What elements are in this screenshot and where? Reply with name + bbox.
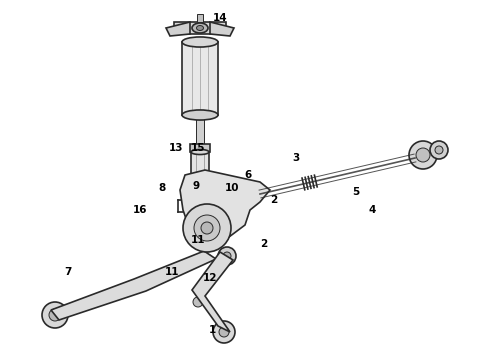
Bar <box>197 14 203 22</box>
Text: 11: 11 <box>165 267 179 277</box>
Circle shape <box>193 297 203 307</box>
Circle shape <box>42 302 68 328</box>
Text: 14: 14 <box>213 13 227 23</box>
Circle shape <box>201 222 213 234</box>
Circle shape <box>194 215 220 241</box>
Circle shape <box>49 309 61 321</box>
Text: 2: 2 <box>270 195 278 205</box>
Text: 8: 8 <box>158 183 166 193</box>
Ellipse shape <box>196 26 203 31</box>
Text: 2: 2 <box>260 239 268 249</box>
Circle shape <box>219 327 229 337</box>
Text: 16: 16 <box>133 205 147 215</box>
Bar <box>191 152 209 230</box>
Ellipse shape <box>191 149 209 154</box>
Ellipse shape <box>192 23 208 33</box>
Bar <box>182 42 218 115</box>
Circle shape <box>430 141 448 159</box>
Circle shape <box>218 247 236 265</box>
Circle shape <box>213 321 235 343</box>
Text: 7: 7 <box>64 267 72 277</box>
Polygon shape <box>166 22 190 36</box>
Text: 4: 4 <box>368 205 376 215</box>
Text: 3: 3 <box>293 153 299 163</box>
Circle shape <box>435 146 443 154</box>
Polygon shape <box>192 252 233 332</box>
Text: 6: 6 <box>245 170 252 180</box>
Text: 1: 1 <box>208 325 216 335</box>
Text: 11: 11 <box>191 235 205 245</box>
Circle shape <box>416 148 430 162</box>
Polygon shape <box>180 170 270 248</box>
Circle shape <box>409 141 437 169</box>
Ellipse shape <box>191 228 209 233</box>
Text: 13: 13 <box>169 143 183 153</box>
Bar <box>174 22 226 34</box>
Ellipse shape <box>182 110 218 120</box>
Polygon shape <box>210 22 234 36</box>
Bar <box>190 144 210 152</box>
Text: 9: 9 <box>193 181 199 191</box>
Text: 10: 10 <box>225 183 239 193</box>
Circle shape <box>223 252 231 260</box>
Circle shape <box>183 204 231 252</box>
Text: 12: 12 <box>203 273 217 283</box>
Text: 5: 5 <box>352 187 360 197</box>
Text: 15: 15 <box>191 143 205 153</box>
Ellipse shape <box>182 37 218 47</box>
Bar <box>196 115 204 148</box>
Polygon shape <box>51 251 216 320</box>
